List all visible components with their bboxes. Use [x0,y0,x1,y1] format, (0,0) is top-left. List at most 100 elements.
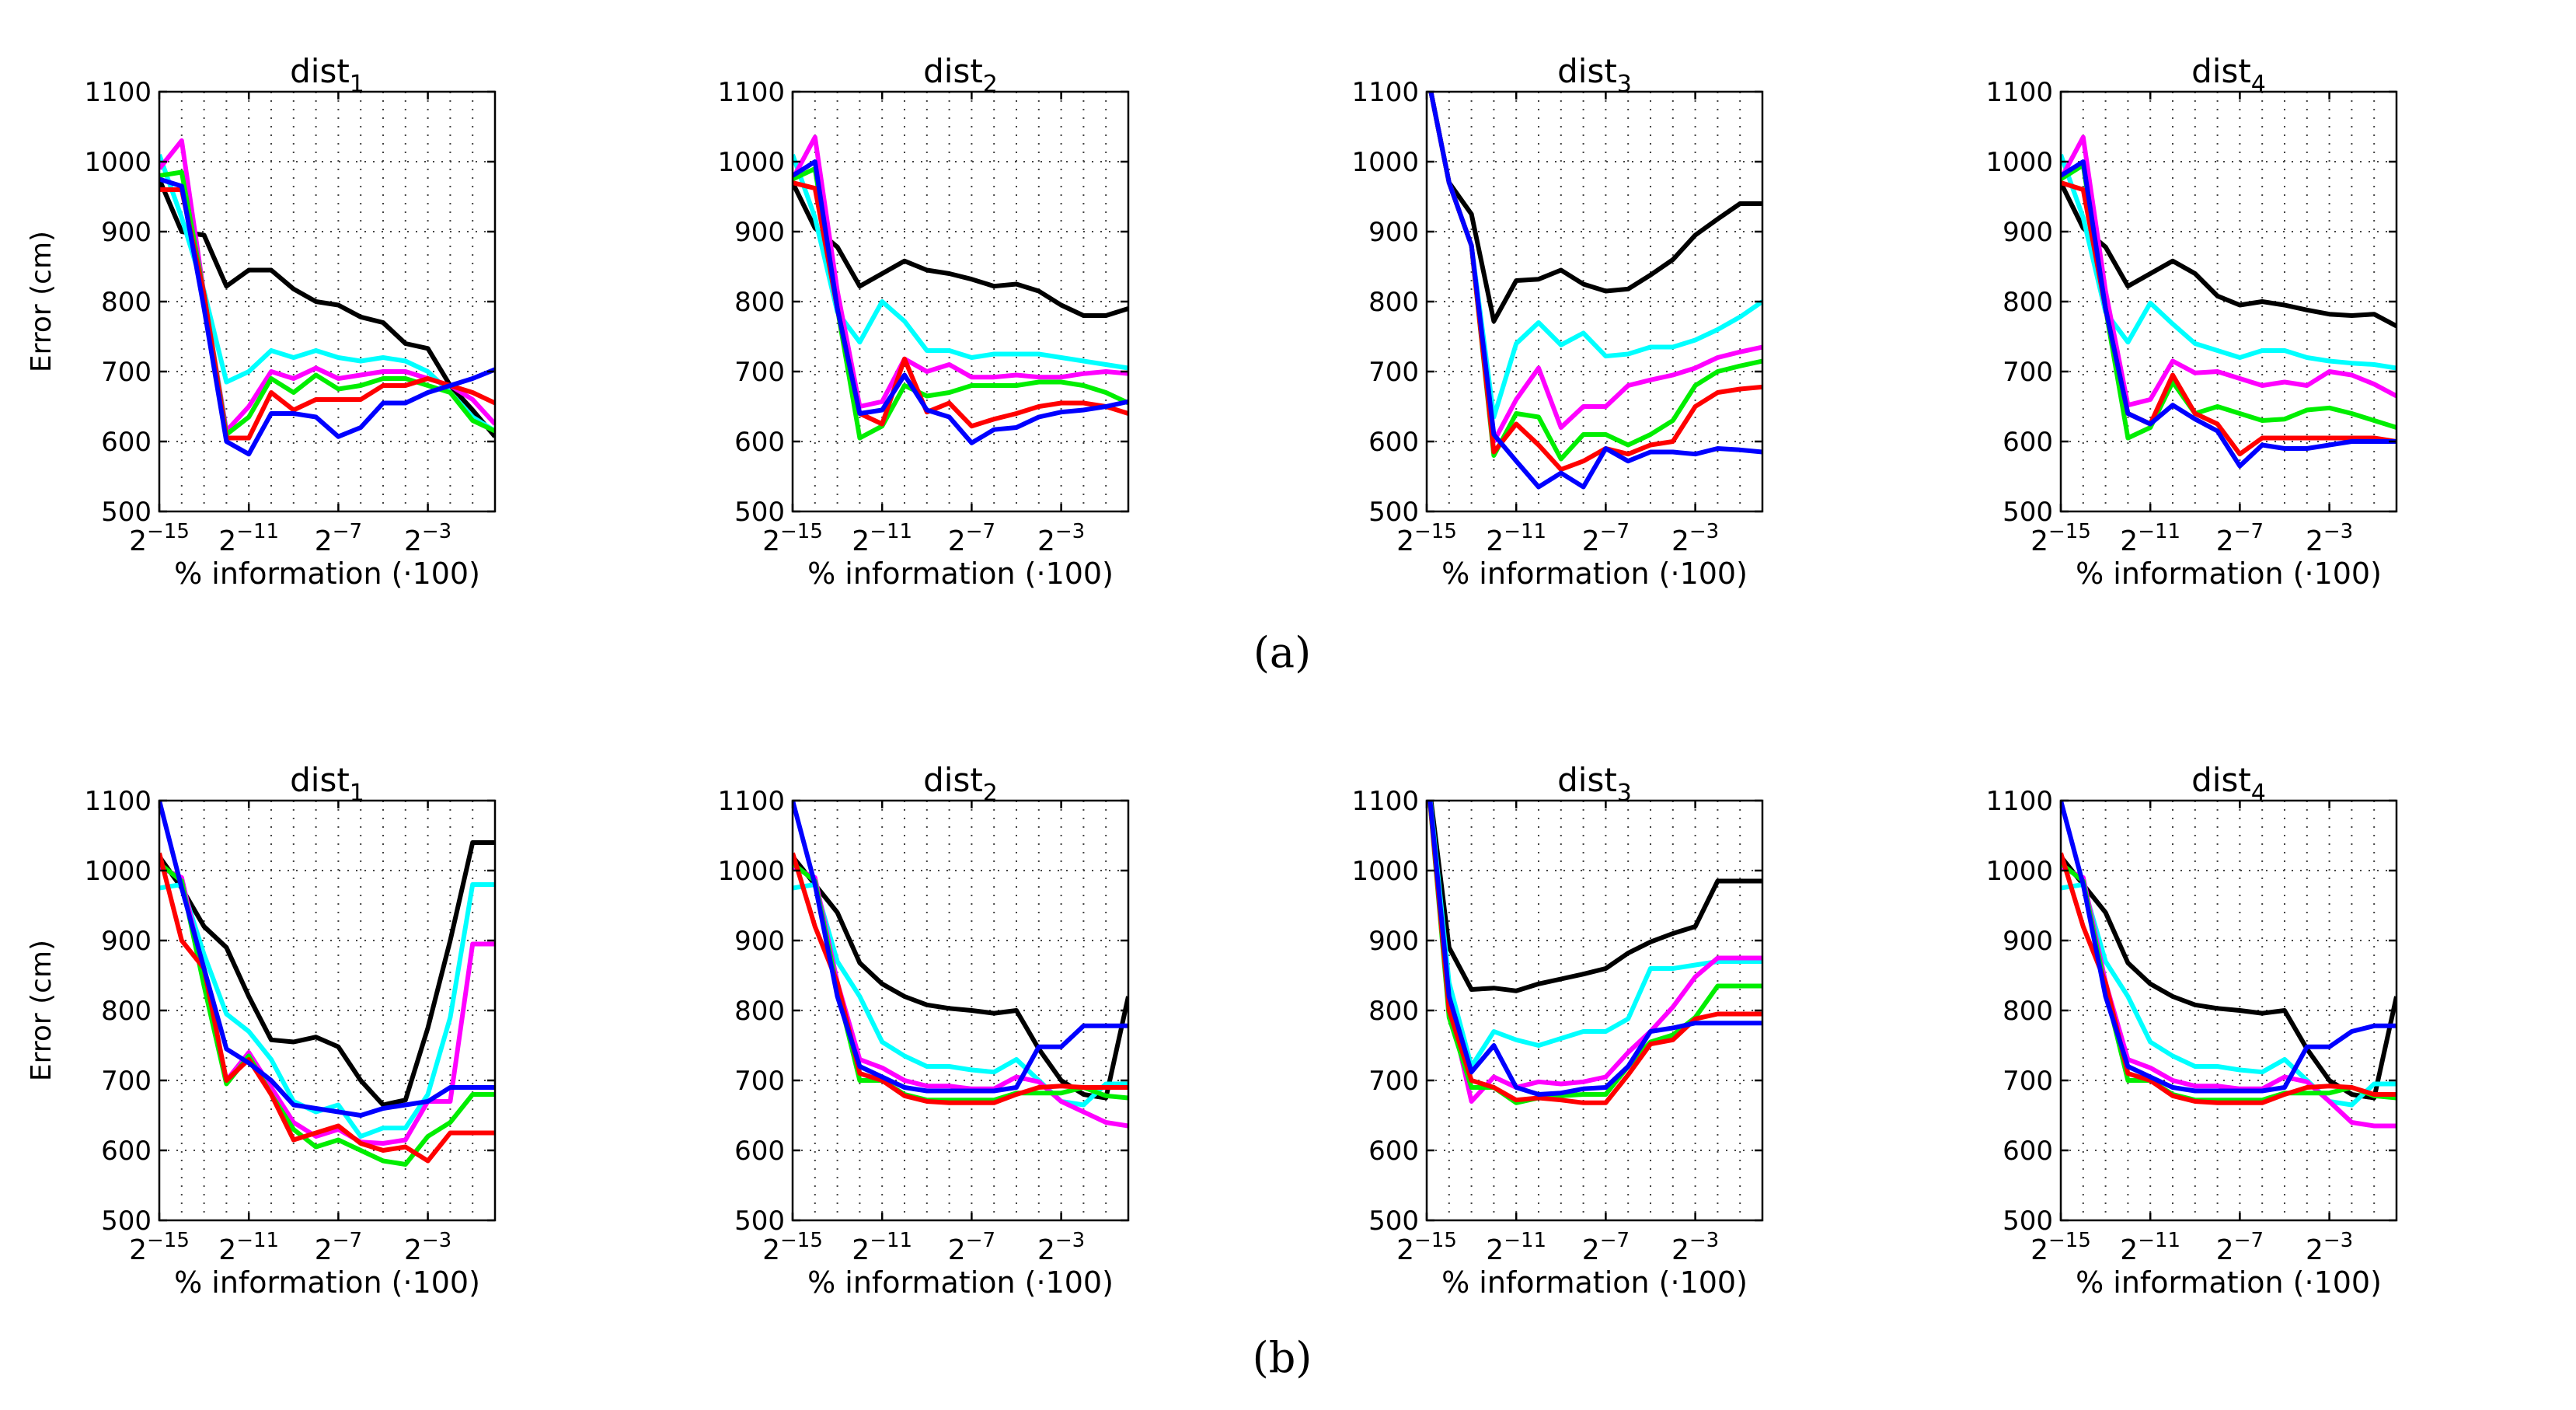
series-group [1428,92,1762,490]
y-tick-label: 500 [1368,497,1419,528]
x-tick-label: 2−7 [1582,520,1630,557]
series-line-black [2061,181,2396,329]
y-tick-label: 600 [101,427,152,458]
y-tick-label: 1000 [717,856,785,887]
series-line-green [1428,92,1762,462]
x-tick-label: 2−11 [852,520,912,557]
y-tick-label: 1100 [717,786,785,817]
y-tick-label: 700 [734,357,785,388]
chart-panel-2: 500 600 700 800 900 1000 1100 2−15 2−11 2−7 2−3% i… [1351,52,1764,591]
y-tick-label: 900 [2003,926,2053,957]
x-tick-label: 2−7 [2216,520,2264,557]
chart-panel-7: 500 600 700 800 900 1000 1100 2−15 2−11 2−7 2−3% i… [1985,761,2398,1300]
y-tick-label: 1000 [1985,856,2053,887]
series-line-magenta [1428,92,1762,444]
series-line-green [2061,861,2396,1103]
series-line-blue [2061,159,2396,469]
series-group [793,801,1128,1129]
x-tick-label: 2−3 [404,520,451,557]
series-group [2061,801,2396,1129]
y-tick-label: 700 [2003,357,2053,388]
y-tick-label: 700 [1368,357,1419,388]
x-tick-label: 2−7 [315,520,362,557]
series-group [1427,801,1762,1105]
x-tick-label: 2−15 [2030,520,2091,557]
y-tick-label: 600 [1368,1136,1419,1167]
x-axis-label: % information (·100) [807,1265,1114,1300]
y-tick-label: 700 [101,357,152,388]
x-axis-label: % information (·100) [1441,557,1748,591]
y-tick-label: 500 [734,1206,785,1237]
chart-panel-1: 500 600 700 800 900 1000 1100 2−15 2−11 2−7 2−3% i… [717,52,1130,591]
y-tick-label: 700 [734,1066,785,1097]
y-tick-label: 900 [101,926,152,957]
x-tick-label: 2−7 [1582,1229,1630,1266]
y-tick-label: 1100 [84,786,152,817]
x-tick-label: 2−3 [1671,520,1719,557]
y-tick-label: 700 [1368,1066,1419,1097]
y-tick-label: 900 [1368,926,1419,957]
chart-title: dist1 [290,761,364,807]
y-tick-label: 600 [1368,427,1419,458]
chart-panel-4: 500 600 700 800 900 1000 1100 2−15 2−11 2−7 2−3% i… [26,761,497,1300]
y-tick-label: 600 [734,427,785,458]
series-line-magenta [793,134,1128,409]
x-axis-label: % information (·100) [2076,1265,2382,1300]
chart-title: dist3 [1557,761,1632,807]
y-tick-label: 500 [101,1206,152,1237]
x-tick-label: 2−3 [1671,1229,1719,1266]
x-tick-label: 2−15 [129,1229,190,1266]
y-tick-label: 1000 [1351,147,1419,178]
y-tick-label: 800 [1368,996,1419,1027]
x-axis-label: % information (·100) [174,1265,480,1300]
y-tick-label: 700 [2003,1066,2053,1097]
series-line-cyan [1427,801,1762,1069]
series-line-blue [159,801,495,1118]
y-tick-label: 500 [2003,497,2053,528]
y-axis-label: Error (cm) [26,940,58,1081]
y-tick-label: 600 [2003,427,2053,458]
series-line-green [159,861,495,1167]
x-tick-label: 2−15 [762,520,823,557]
x-tick-label: 2−7 [948,520,995,557]
series-line-blue [793,801,1128,1094]
x-tick-label: 2−3 [404,1229,451,1266]
chart-panel-0: 500 600 700 800 900 1000 1100 2−15 2−11 2−7 2−3% i… [26,52,497,591]
axes-box [791,90,1130,513]
chart-panel-3: 500 600 700 800 900 1000 1100 2−15 2−11 2−7 2−3% i… [1985,52,2398,591]
axes-box [1425,799,1764,1222]
series-line-magenta [2061,134,2396,408]
y-tick-label: 600 [2003,1136,2053,1167]
x-tick-label: 2−7 [315,1229,362,1266]
x-tick-label: 2−11 [218,1229,279,1266]
series-line-red [793,852,1128,1105]
x-tick-label: 2−3 [2306,520,2353,557]
series-line-black [793,181,1128,318]
chart-title: dist2 [923,761,998,807]
series-line-red [159,852,495,1164]
x-tick-label: 2−11 [1486,520,1546,557]
series-line-blue [1427,801,1762,1097]
y-tick-label: 600 [101,1136,152,1167]
y-tick-label: 800 [101,287,152,318]
x-tick-label: 2−3 [1037,1229,1085,1266]
series-line-blue [1428,92,1762,490]
y-tick-label: 1100 [1351,77,1419,108]
series-line-cyan [793,153,1128,371]
y-tick-label: 1000 [84,856,152,887]
series-group [159,801,495,1167]
series-line-green [2061,162,2396,441]
series-line-blue [159,176,495,457]
chart-title: dist3 [1557,52,1632,98]
chart-title: dist4 [2191,52,2266,98]
series-line-black [2061,855,2396,1101]
series-line-red [1427,801,1762,1105]
x-tick-label: 2−7 [2216,1229,2264,1266]
series-line-cyan [2061,153,2396,371]
chart-title: dist2 [923,52,998,98]
y-tick-label: 500 [101,497,152,528]
caption-a: (a) [1253,628,1311,677]
series-line-green [793,166,1128,441]
series-line-cyan [793,882,1128,1108]
